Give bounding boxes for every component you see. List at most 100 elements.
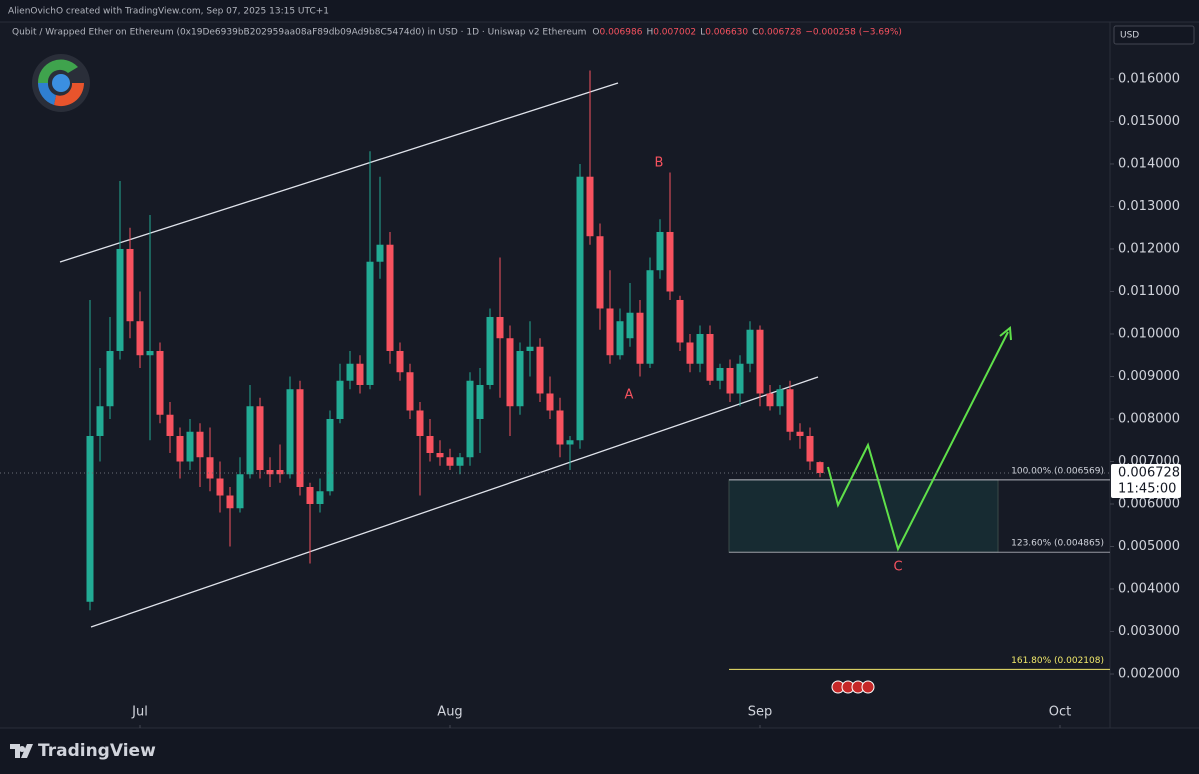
brand: TradingView [38,741,156,761]
fib-label: 161.80% (0.002108) [1011,656,1104,666]
candle-body [616,321,624,356]
ohlc-value: 0.007002 [653,28,696,38]
candle-body [596,236,604,309]
candle-body [516,350,524,407]
event-icons[interactable] [831,680,875,694]
candle-body [256,406,264,470]
candle-body [566,440,574,445]
last-price: 0.006728 [1118,466,1180,481]
candle-body [436,452,444,458]
candle-body [466,380,474,458]
candle-body [646,270,654,364]
candles [86,70,824,611]
candle-body [636,312,644,364]
ohlc-value: 0.006728 [758,28,801,38]
candle-body [556,410,564,445]
candle-body [286,389,294,475]
y-tick-label: 0.015000 [1118,114,1180,129]
y-tick-label: 0.009000 [1118,369,1180,384]
candle-body [776,389,784,407]
candle-body [196,431,204,458]
candle-body [726,367,734,394]
y-tick-label: 0.010000 [1118,326,1180,341]
logo [32,54,90,112]
candle-body [606,308,614,356]
wave-label: C [893,560,902,575]
x-tick-label: Sep [748,705,773,720]
candle-body [496,316,504,339]
candle-body [706,333,714,381]
candle-body [146,350,154,356]
y-tick-label: 0.011000 [1118,284,1180,299]
ohlc-label: C [752,28,758,38]
x-tick-label: Aug [437,705,462,720]
candle-body [656,231,664,271]
candle-body [796,431,804,436]
candle-body [476,384,484,419]
candle-body [486,316,494,385]
candle-body [96,406,104,436]
candle-body [816,462,824,474]
candle-body [306,486,314,505]
ohlc-label: H [646,28,653,38]
y-tick-label: 0.016000 [1118,71,1180,86]
symbol-header: Qubit / Wrapped Ether on Ethereum (0x19D… [12,28,902,38]
candle-body [206,457,214,479]
candle-body [246,406,254,475]
currency-box[interactable] [1113,25,1195,45]
candle-body [676,299,684,343]
symbol-line: Qubit / Wrapped Ether on Ethereum (0x19D… [12,28,586,38]
y-tick-label: 0.004000 [1118,582,1180,597]
candle-body [116,248,124,351]
candle-body [376,244,384,262]
ohlc-label: O [592,28,599,38]
candle-body [236,474,244,509]
countdown: 11:45:00 [1118,482,1176,497]
x-tick-label: Oct [1049,705,1071,720]
candle-body [366,261,374,385]
y-tick-label: 0.013000 [1118,199,1180,214]
y-tick-label: 0.005000 [1118,539,1180,554]
plot-area [0,22,1110,728]
candle-body [336,380,344,419]
attribution: AlienOvichO created with TradingView.com… [8,7,329,17]
y-tick-label: 0.006000 [1118,497,1180,512]
candle-body [296,389,304,487]
candle-body [526,346,534,351]
y-tick-label: 0.012000 [1118,241,1180,256]
candle-body [446,457,454,466]
candle-body [186,431,194,462]
fib-group: 100.00% (0.006569) 123.60% (0.004865) 161.… [728,466,1110,670]
candle-body [536,346,544,394]
ohlc-value: 0.006630 [705,28,748,38]
candle-body [326,418,334,492]
candle-body [316,491,324,505]
candle-body [126,248,134,322]
candle-body [86,435,94,602]
candle-body [106,350,114,407]
trend-line [59,82,619,263]
candle-body [666,231,674,292]
candle-body [216,478,224,496]
candle-body [786,389,794,432]
candle-body [626,312,634,339]
candle-body [266,469,274,475]
projection-arrow [999,326,1012,341]
candle-body [546,393,554,411]
currency[interactable]: USD [1120,31,1139,41]
candle-body [156,350,164,415]
candle-body [356,363,364,385]
candle-body [756,329,764,394]
candle-body [746,329,754,364]
y-tick-label: 0.002000 [1118,667,1180,682]
candle-body [806,435,814,462]
candle-body [716,367,724,381]
projection-path [827,331,1009,552]
candle-body [686,342,694,364]
x-tick-label: Jul [131,705,148,720]
last-price-box [1111,464,1181,499]
price-axis [1110,22,1199,728]
candle-body [226,495,234,509]
candle-body [166,414,174,436]
